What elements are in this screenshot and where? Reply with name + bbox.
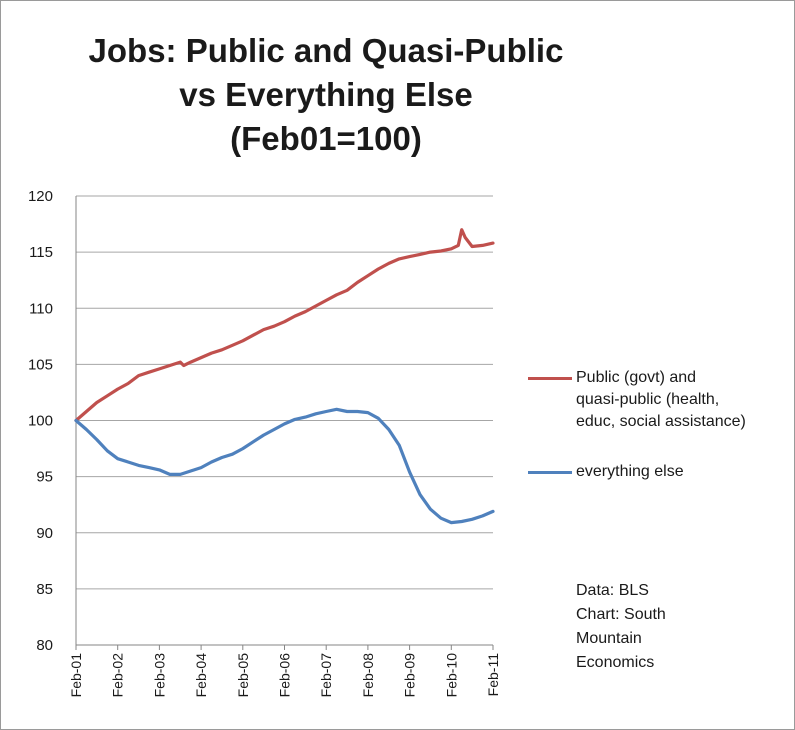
y-tick-label: 85	[36, 581, 53, 598]
y-tick-label: 80	[36, 637, 53, 654]
source-note-line: Mountain	[576, 630, 642, 647]
legend-swatch-public	[528, 377, 572, 380]
x-tick-label: Feb-10	[443, 653, 459, 698]
legend-item-public: Public (govt) and quasi-public (health, …	[528, 367, 746, 433]
chart-title-line: vs Everything Else	[179, 76, 473, 113]
chart-title: Jobs: Public and Quasi-Public vs Everyth…	[1, 29, 651, 161]
y-tick-label: 90	[36, 525, 53, 542]
series-group	[74, 228, 495, 525]
legend: Public (govt) and quasi-public (health, …	[528, 367, 746, 483]
x-tick-label: Feb-08	[360, 653, 376, 698]
source-note-line: Data: BLS	[576, 582, 649, 599]
y-tick-label: 100	[28, 413, 53, 430]
x-tick-label: Feb-11	[485, 653, 501, 697]
series-line-everything-else	[74, 407, 495, 525]
x-axis: Feb-01 Feb-02 Feb-03 Feb-04 Feb-05 Feb-06 Feb-…	[68, 644, 501, 698]
x-tick-label: Feb-07	[318, 653, 334, 698]
chart-title-line: (Feb01=100)	[230, 120, 422, 157]
gridlines	[76, 195, 493, 590]
legend-label-line: educ, social assistance)	[576, 413, 746, 430]
x-tick-label: Feb-01	[68, 653, 84, 698]
chart-title-line: Jobs: Public and Quasi-Public	[88, 32, 564, 69]
source-note-line: Chart: South	[576, 606, 666, 623]
legend-swatch-everything-else	[528, 471, 572, 474]
legend-item-everything-else: everything else	[528, 461, 746, 483]
x-tick-label: Feb-02	[110, 653, 126, 698]
source-note: Data: BLS Chart: South Mountain Economic…	[576, 579, 666, 675]
legend-label-line: everything else	[576, 463, 684, 480]
legend-label-line: quasi-public (health,	[576, 391, 720, 408]
x-tick-label: Feb-09	[402, 653, 418, 698]
x-tick-label: Feb-03	[151, 653, 167, 698]
x-tick-label: Feb-06	[277, 653, 293, 698]
x-tick-label: Feb-05	[235, 653, 251, 698]
y-tick-label: 95	[36, 469, 53, 486]
legend-label-line: Public (govt) and	[576, 369, 697, 386]
y-tick-label: 110	[29, 300, 53, 317]
source-note-line: Economics	[576, 654, 655, 671]
x-tick-label: Feb-04	[193, 653, 209, 698]
series-line-public	[74, 228, 495, 423]
y-axis: 80 85 90 95 100 105 110 115 120	[28, 188, 77, 654]
y-tick-label: 115	[29, 244, 53, 261]
y-tick-label: 120	[28, 188, 53, 205]
y-tick-label: 105	[28, 356, 53, 373]
